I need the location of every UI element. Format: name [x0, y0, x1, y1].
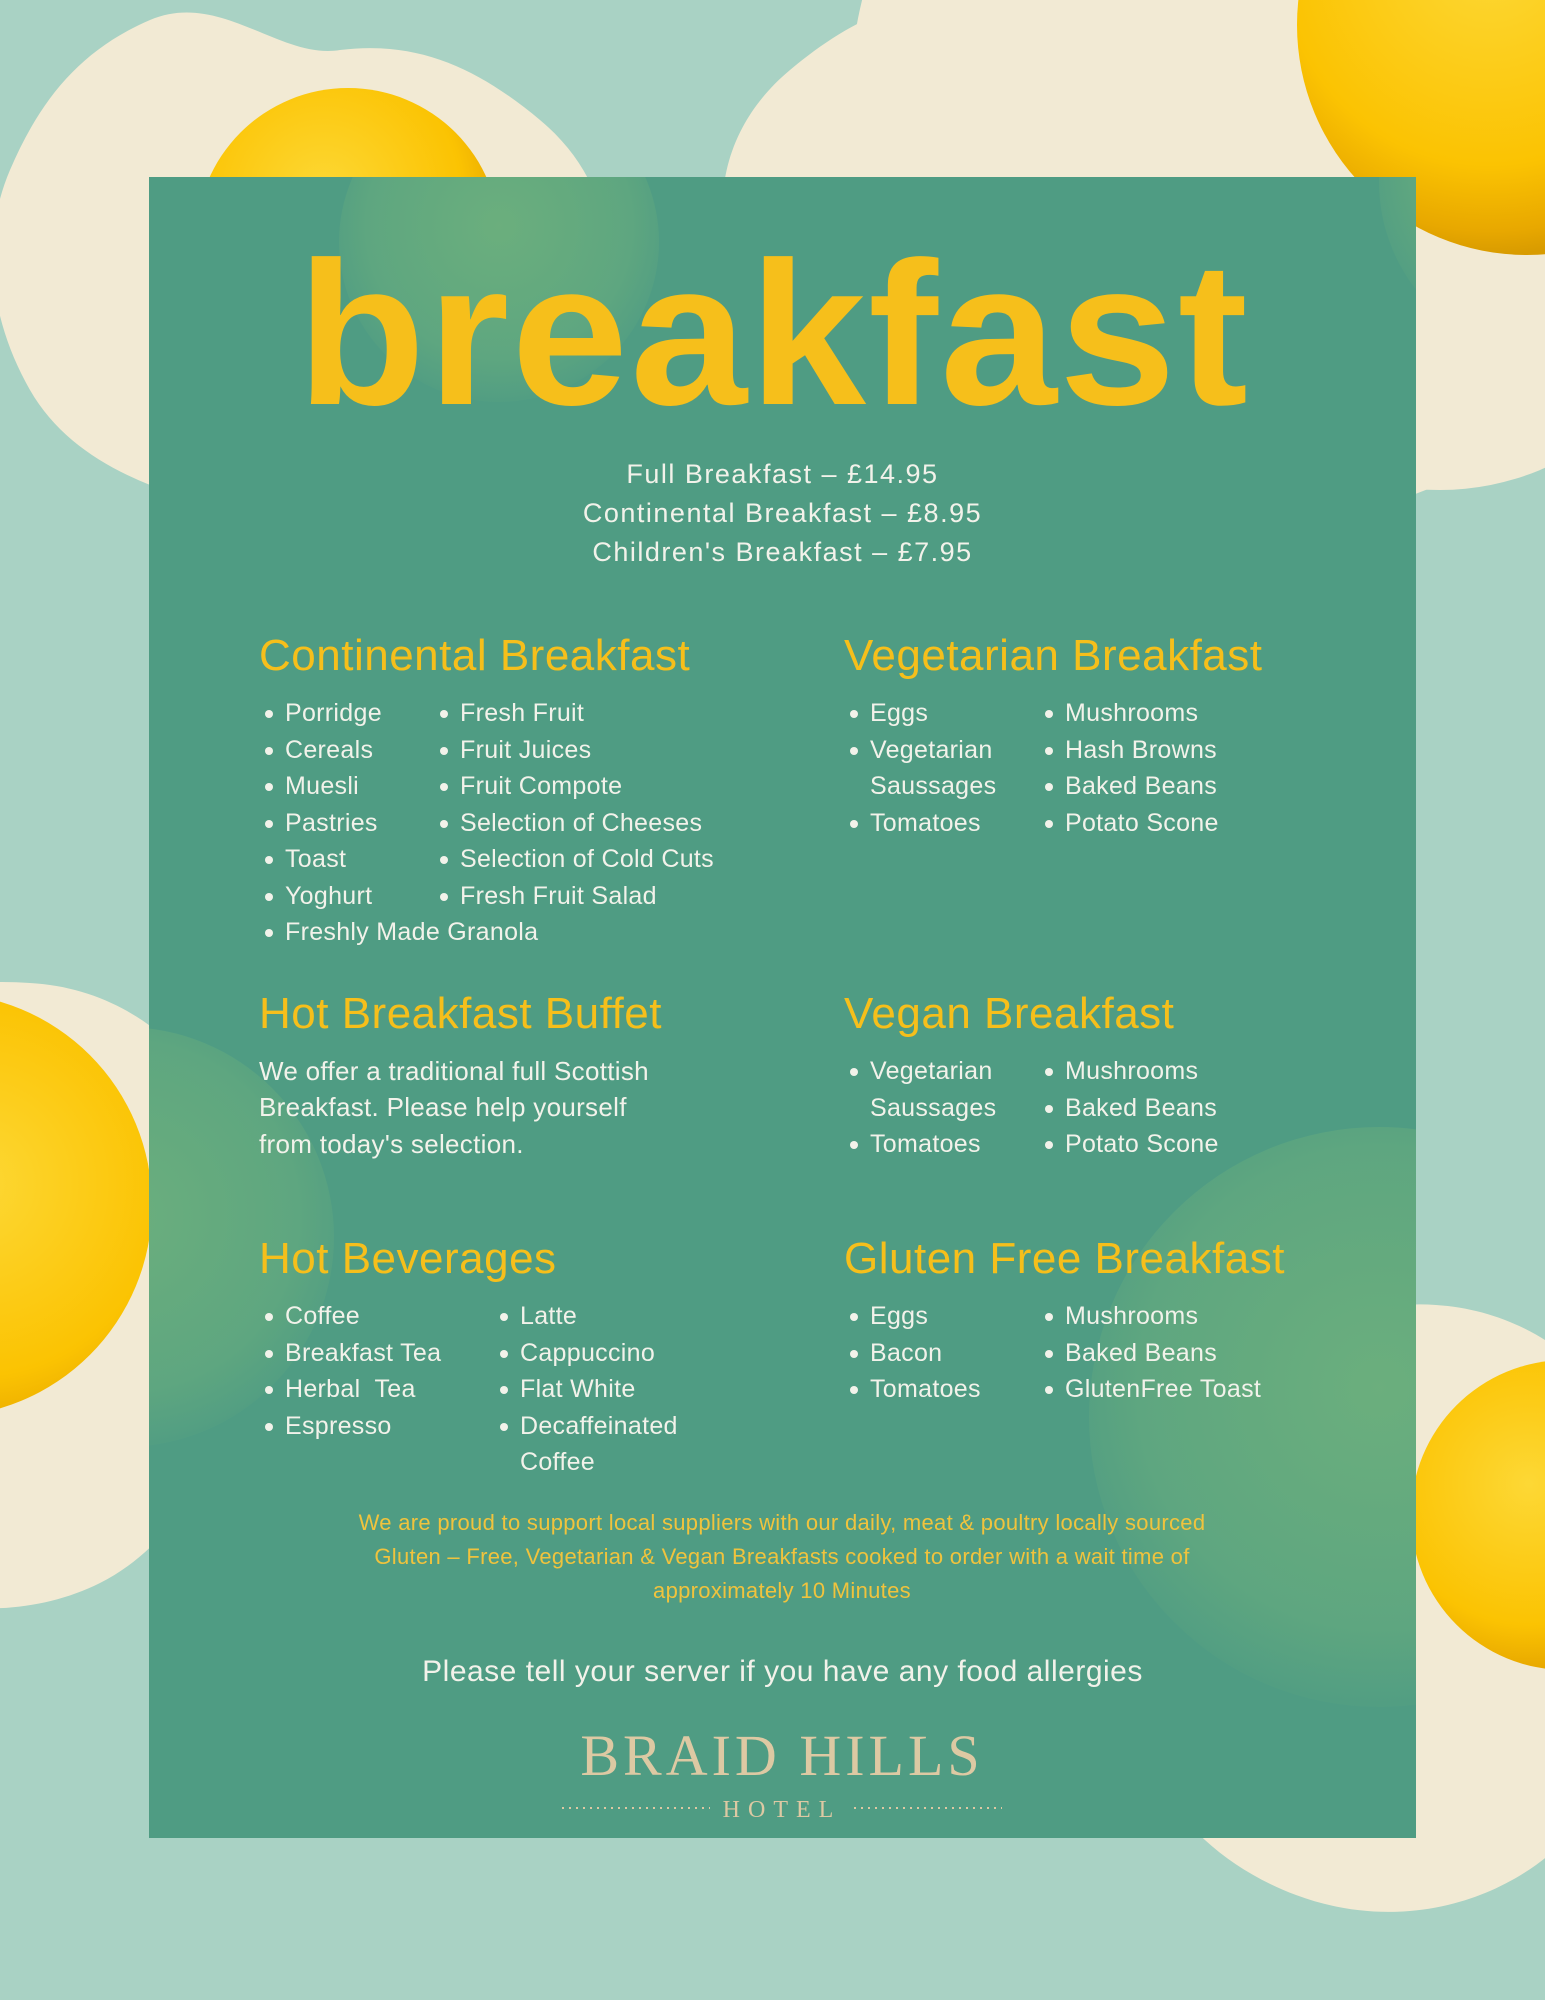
svg-text:HOTEL: HOTEL — [723, 1797, 842, 1823]
svg-text:BRAID HILLS: BRAID HILLS — [580, 1723, 983, 1788]
